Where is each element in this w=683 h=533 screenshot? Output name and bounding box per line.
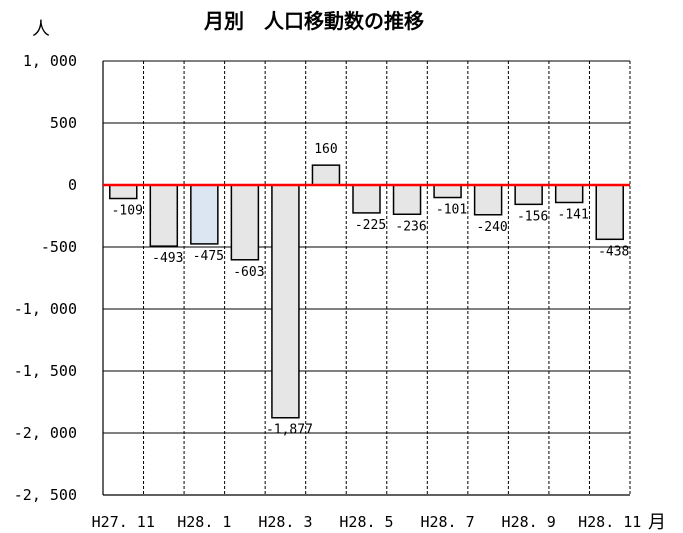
y-tick-label: 1, 000 (23, 52, 77, 70)
x-unit-label: 月 (648, 512, 666, 533)
x-tick-label: H28. 3 (258, 513, 312, 531)
bar (392, 184, 422, 216)
data-label: -236 (395, 219, 426, 234)
data-label: -438 (598, 244, 629, 259)
bar (190, 184, 219, 245)
grid (103, 60, 631, 496)
bar (149, 184, 179, 247)
y-tick-label: -500 (41, 238, 77, 256)
data-label: -141 (558, 207, 589, 222)
bar (271, 184, 300, 419)
bar (473, 184, 503, 216)
bar (595, 184, 624, 241)
axes: 1, 000 500 0 -500 -1, 000 -1, 500 -2, 000 -2, 5… (14, 52, 642, 531)
y-tick-label: -1, 000 (14, 300, 77, 318)
data-label: -240 (476, 220, 507, 235)
y-tick-label: -2, 500 (14, 486, 77, 504)
data-label: -493 (152, 251, 183, 266)
bar (311, 164, 341, 186)
y-tick-label: 500 (50, 114, 77, 132)
data-label: -225 (355, 218, 386, 233)
data-label: 160 (314, 142, 337, 157)
chart-title: 月別 人口移動数の推移 (203, 9, 424, 33)
bar (109, 184, 138, 200)
bar (230, 184, 260, 261)
bar (352, 184, 381, 214)
bar (433, 184, 462, 199)
x-tick-label: H28. 11 (578, 513, 641, 531)
data-label: -156 (517, 209, 548, 224)
bar (554, 184, 584, 204)
data-label: -1,877 (266, 423, 313, 438)
bar (514, 184, 543, 206)
data-labels: -109 -493 -475 -603 -1,877 160 -225 -236 -101 -24… (112, 142, 630, 438)
x-tick-label: H28. 7 (420, 513, 474, 531)
x-tick-label: H28. 1 (177, 513, 231, 531)
x-tick-label: H28. 5 (339, 513, 393, 531)
y-unit-label: 人 (32, 19, 50, 40)
y-tick-label: -1, 500 (14, 362, 77, 380)
bars (109, 164, 624, 419)
data-label: -101 (436, 203, 467, 218)
x-tick-label: H28. 9 (502, 513, 556, 531)
y-tick-label: -2, 000 (14, 424, 77, 442)
data-label: -109 (112, 204, 143, 219)
y-tick-label: 0 (68, 176, 77, 194)
data-label: -475 (193, 249, 224, 264)
data-label: -603 (233, 265, 264, 280)
x-tick-label: H27. 11 (92, 513, 155, 531)
